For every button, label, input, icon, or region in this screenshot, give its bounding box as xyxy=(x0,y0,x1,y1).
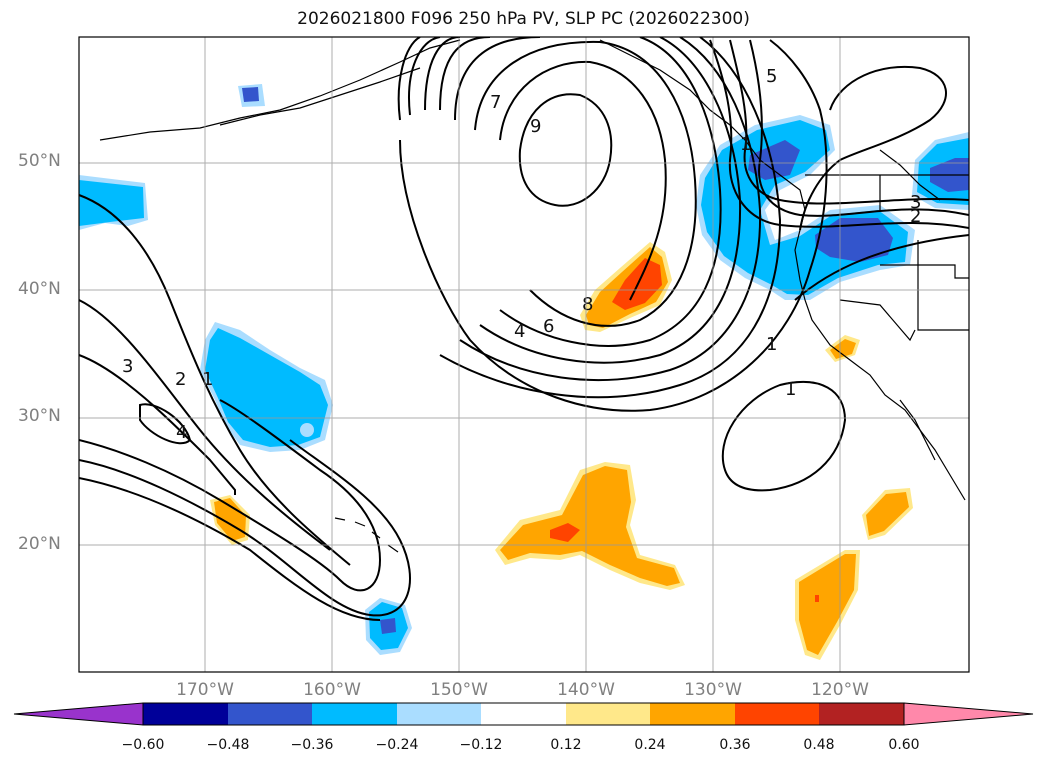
map-frame xyxy=(78,36,970,673)
lon-label: 130°W xyxy=(684,680,742,700)
lon-label: 120°W xyxy=(811,680,869,700)
contour-label: 1 xyxy=(785,379,796,400)
contour-label: 7 xyxy=(490,92,501,113)
lon-label: 170°W xyxy=(176,680,234,700)
coastlines xyxy=(99,39,969,553)
lon-label: 140°W xyxy=(557,680,615,700)
colorbar-tick-label: 0.36 xyxy=(719,737,751,753)
contour-label: 8 xyxy=(582,294,593,315)
map-plot-area xyxy=(79,37,969,660)
contour-label: 2 xyxy=(910,206,921,227)
lat-label: 40°N xyxy=(18,279,61,299)
colorbar-tick-label: −0.60 xyxy=(121,737,165,753)
slp-contours xyxy=(79,37,969,621)
lon-label: 160°W xyxy=(303,680,361,700)
contour-label: 1 xyxy=(202,369,213,390)
colorbar-tick-label: 0.60 xyxy=(888,737,920,753)
colorbar-tick-label: 0.24 xyxy=(634,737,666,753)
contour-label: 3 xyxy=(122,356,133,377)
lat-label: 20°N xyxy=(18,534,61,554)
colorbar-tick-label: 0.12 xyxy=(550,737,582,753)
contour-label: 2 xyxy=(175,369,186,390)
negative-pv-shading xyxy=(79,84,969,655)
lon-label: 150°W xyxy=(430,680,488,700)
colorbar-tick-label: 0.48 xyxy=(803,737,835,753)
lat-label: 30°N xyxy=(18,406,61,426)
contour-label: 1 xyxy=(740,134,751,155)
gridlines xyxy=(79,37,969,672)
contour-label: 4 xyxy=(176,422,187,443)
colorbar xyxy=(13,702,1034,726)
colorbar-tick-label: −0.12 xyxy=(459,737,503,753)
map-title: 2026021800 F096 250 hPa PV, SLP PC (2026… xyxy=(297,9,750,29)
colorbar-tick-label: −0.24 xyxy=(375,737,419,753)
contour-label: 3 xyxy=(910,192,921,213)
contour-label: 5 xyxy=(766,66,777,87)
contour-label: 4 xyxy=(514,321,525,342)
colorbar-tick-label: −0.36 xyxy=(290,737,334,753)
colorbar-tick-label: −0.48 xyxy=(206,737,250,753)
lat-label: 50°N xyxy=(18,151,61,171)
contour-label: 9 xyxy=(530,116,541,137)
contour-label: 6 xyxy=(543,316,554,337)
contour-label: 1 xyxy=(766,334,777,355)
